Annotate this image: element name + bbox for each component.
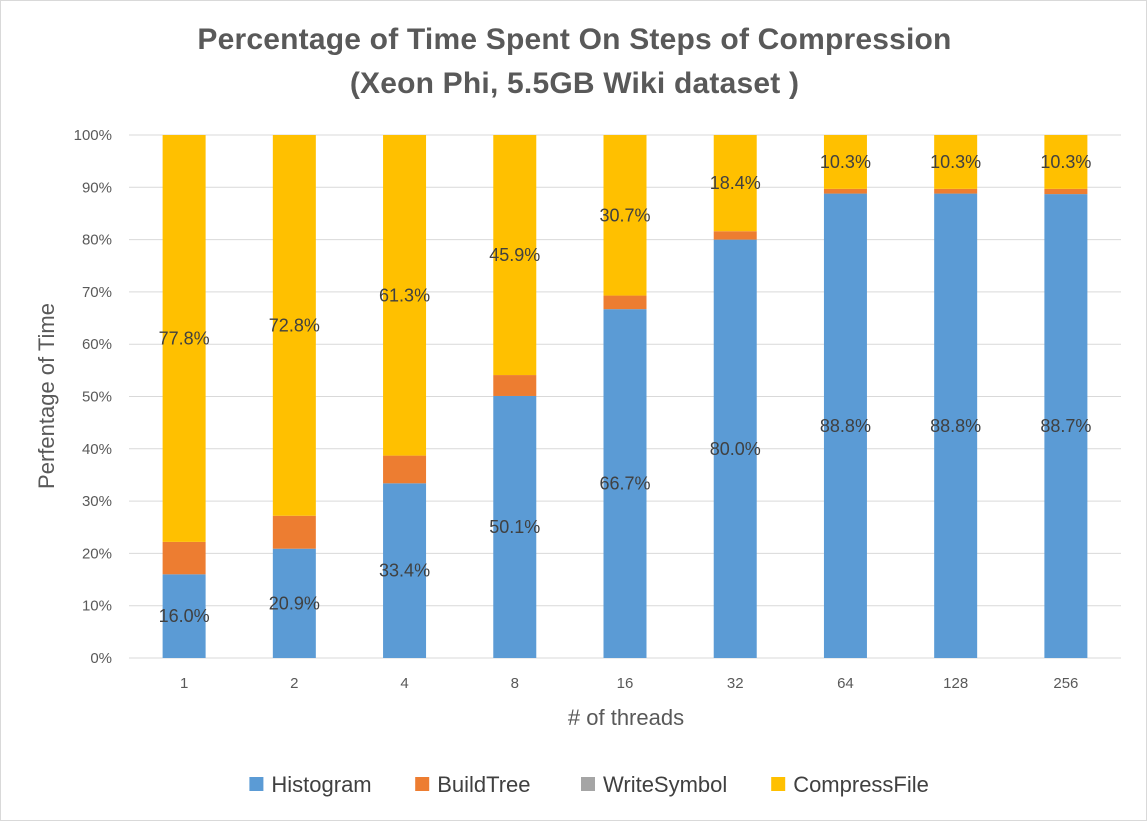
bar-segment-compressfile — [272, 135, 316, 516]
data-label-compressfile: 10.3% — [1040, 152, 1091, 172]
x-tick-label: 1 — [180, 675, 188, 692]
y-tick-label: 50% — [82, 389, 112, 406]
bar-segment-histogram — [383, 483, 427, 658]
y-tick-label: 100% — [74, 127, 112, 144]
bar-segment-buildtree — [823, 188, 867, 194]
bar-segment-histogram — [603, 309, 647, 658]
y-axis-ticks: 0% 10% 20% 30% 40% 50% 60% 70% 80% 90% 100% — [74, 127, 112, 667]
bar-segment-compressfile — [162, 135, 206, 542]
data-label-compressfile: 10.3% — [930, 152, 981, 172]
bar-segment-buildtree — [713, 231, 757, 240]
y-tick-label: 90% — [82, 179, 112, 196]
bar-segment-buildtree — [162, 541, 206, 575]
legend-swatch — [415, 777, 430, 791]
bar-segment-histogram — [823, 193, 867, 659]
x-tick-label: 128 — [943, 675, 968, 692]
data-label-histogram: 50.1% — [489, 517, 540, 537]
bar-segment-buildtree — [493, 375, 537, 396]
legend-item-buildtree: BuildTree — [415, 772, 531, 797]
legend-swatch — [581, 777, 595, 791]
legend-label: Histogram — [271, 772, 371, 797]
data-label-compressfile: 72.8% — [269, 315, 320, 335]
data-label-histogram: 20.9% — [269, 593, 320, 613]
data-label-compressfile: 30.7% — [599, 205, 650, 225]
bar-segment-histogram — [713, 239, 757, 658]
bar-segment-buildtree — [272, 515, 316, 549]
bar-segment-compressfile — [823, 135, 867, 189]
x-tick-label: 256 — [1053, 675, 1078, 692]
y-axis-title: Perfentage of Time — [34, 303, 59, 489]
bar-segment-histogram — [934, 193, 978, 659]
x-tick-label: 8 — [511, 675, 519, 692]
legend-swatch — [771, 777, 786, 791]
y-tick-label: 70% — [82, 284, 112, 301]
bar-segment-compressfile — [1044, 135, 1088, 189]
bar-segment-histogram — [493, 395, 537, 658]
legend-label: WriteSymbol — [603, 772, 727, 797]
x-tick-label: 16 — [617, 675, 634, 692]
y-tick-label: 0% — [90, 650, 112, 667]
data-label-compressfile: 10.3% — [820, 152, 871, 172]
legend-item-writesymbol: WriteSymbol — [581, 772, 727, 797]
bar-segment-buildtree — [383, 455, 427, 484]
y-tick-label: 80% — [82, 232, 112, 249]
data-label-histogram: 88.7% — [1040, 416, 1091, 436]
x-tick-label: 4 — [400, 675, 408, 692]
x-axis-title: # of threads — [568, 705, 684, 730]
x-tick-label: 64 — [837, 675, 854, 692]
x-axis-ticks: 1 2 4 8 16 32 64 128 256 — [180, 675, 1078, 692]
data-label-histogram: 88.8% — [930, 416, 981, 436]
legend-swatch — [249, 777, 264, 791]
bar-segment-buildtree — [934, 188, 978, 194]
legend-item-histogram: Histogram — [249, 772, 372, 797]
x-tick-label: 2 — [290, 675, 298, 692]
legend-label: CompressFile — [793, 772, 929, 797]
y-tick-label: 40% — [82, 441, 112, 458]
data-label-compressfile: 77.8% — [159, 328, 210, 348]
y-tick-label: 10% — [82, 598, 112, 615]
bar-segment-histogram — [162, 574, 206, 658]
data-label-histogram: 33.4% — [379, 561, 430, 581]
bar-segment-buildtree — [603, 295, 647, 310]
y-tick-label: 20% — [82, 545, 112, 562]
data-label-compressfile: 45.9% — [489, 245, 540, 265]
data-label-histogram: 66.7% — [599, 474, 650, 494]
chart-title: Percentage of Time Spent On Steps of Com… — [197, 23, 952, 56]
data-label-compressfile: 18.4% — [710, 173, 761, 193]
legend-item-compressfile: CompressFile — [771, 772, 929, 797]
y-tick-label: 60% — [82, 336, 112, 353]
data-label-histogram: 16.0% — [159, 606, 210, 626]
legend: Histogram BuildTree WriteSymbol CompressFil… — [249, 772, 929, 797]
data-label-histogram: 80.0% — [710, 439, 761, 459]
bar-segment-buildtree — [1044, 188, 1088, 195]
bar-segment-compressfile — [383, 135, 427, 456]
legend-label: BuildTree — [437, 772, 530, 797]
x-tick-label: 32 — [727, 675, 744, 692]
y-tick-label: 30% — [82, 493, 112, 510]
chart-subtitle: (Xeon Phi, 5.5GB Wiki dataset ) — [349, 67, 800, 100]
bar-segment-compressfile — [493, 135, 537, 376]
bar-segment-histogram — [1044, 194, 1088, 658]
bars — [162, 135, 1088, 659]
bar-segment-compressfile — [603, 135, 647, 296]
data-label-compressfile: 61.3% — [379, 285, 430, 305]
bar-segment-histogram — [272, 548, 316, 658]
bar-segment-compressfile — [934, 135, 978, 189]
data-label-histogram: 88.8% — [820, 416, 871, 436]
data-labels: 16.0% 77.8% 20.9% 72.8% 33.4% 61.3% 50.1% 45.9%… — [159, 152, 1092, 626]
bar-segment-compressfile — [713, 135, 757, 232]
